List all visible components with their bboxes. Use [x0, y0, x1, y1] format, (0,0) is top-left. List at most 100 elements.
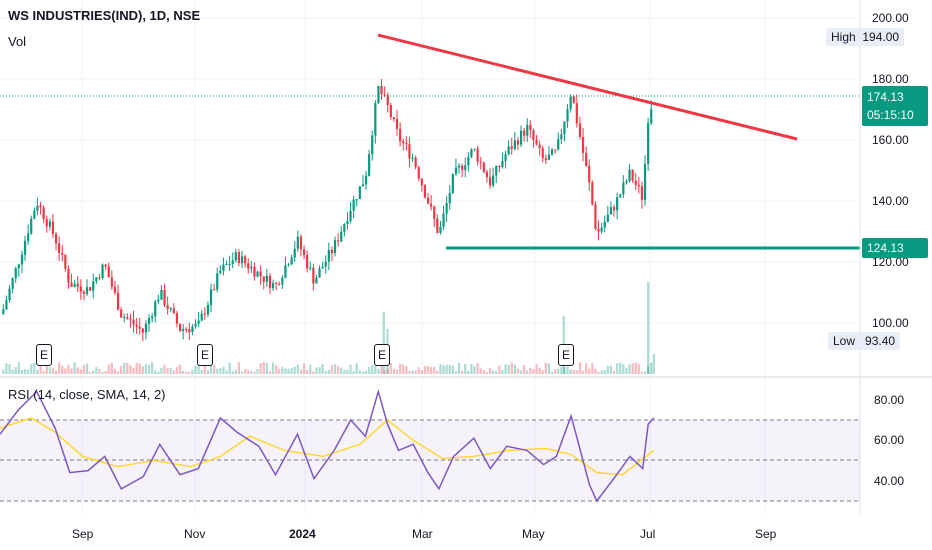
volume-bar [364, 370, 368, 374]
candle-body [144, 323, 148, 333]
candle-body [488, 177, 492, 186]
rsi-tick: 40.00 [874, 474, 904, 488]
candle-body [178, 323, 182, 332]
candle-body [340, 231, 343, 242]
candle-body [265, 275, 268, 282]
volume-bar [129, 365, 132, 374]
candle-body [523, 130, 526, 136]
volume-bar [315, 367, 318, 374]
volume-label[interactable]: Vol [8, 34, 27, 49]
earnings-marker[interactable]: E [374, 344, 390, 366]
earnings-marker[interactable]: E [197, 344, 213, 366]
candle-body [309, 267, 312, 269]
volume-bar [361, 371, 365, 374]
volume-bar [253, 371, 256, 374]
candle-body [45, 219, 48, 227]
rsi-line [0, 388, 655, 503]
volume-bar [619, 362, 622, 374]
candle-body [58, 243, 61, 253]
candle-body [585, 152, 588, 167]
candle-body [163, 289, 166, 306]
earnings-marker[interactable]: E [558, 344, 574, 366]
price-tick: 120.00 [872, 255, 909, 269]
candle-body [219, 270, 222, 274]
volume-bar [151, 362, 154, 374]
volume-bar [389, 362, 392, 374]
candle-body [368, 154, 371, 176]
volume-bar [423, 366, 427, 374]
volume-bar [337, 366, 340, 374]
candle-body [216, 273, 219, 290]
candle-body [330, 250, 334, 253]
candle-body [616, 197, 619, 211]
candle-body [547, 154, 551, 160]
candle-body [464, 165, 467, 170]
candle-body [64, 254, 67, 269]
volume-bar [58, 362, 61, 374]
volume-bar [89, 371, 92, 374]
volume-bar [420, 370, 423, 374]
volume-bar [48, 367, 51, 374]
candle-body [209, 289, 213, 305]
candle-body [315, 277, 318, 284]
price-tick: 140.00 [872, 194, 909, 208]
volume-bar [61, 365, 64, 374]
candle-body [48, 221, 51, 227]
earnings-marker[interactable]: E [36, 344, 52, 366]
candle-body [631, 169, 634, 181]
candle-body [95, 277, 98, 282]
candle-body [501, 161, 504, 168]
candle-body [30, 218, 33, 234]
rsi-indicator-label[interactable]: RSI (14, close, SMA, 14, 2) [8, 387, 166, 402]
candle-body [222, 264, 225, 271]
volume-bar [461, 370, 464, 374]
candle-body [206, 304, 210, 315]
candle-body [14, 268, 17, 279]
candle-body [51, 221, 55, 235]
time-label: May [522, 527, 545, 541]
candle-body [234, 252, 237, 261]
chart-title[interactable]: WS INDUSTRIES(IND), 1D, NSE [8, 8, 201, 23]
volume-bar [169, 367, 172, 374]
volume-bar [569, 369, 572, 374]
volume-bar [11, 369, 14, 374]
volume-bar [163, 364, 166, 374]
volume-bar [299, 369, 303, 374]
candle-body [250, 266, 253, 269]
candle-body [262, 276, 265, 282]
volume-bar [222, 366, 225, 374]
candle-body [98, 277, 101, 279]
support-price-tag: 124.13 [862, 238, 928, 258]
volume-bar [206, 370, 210, 374]
candle-body [23, 240, 27, 255]
volume-bar [8, 364, 11, 374]
volume-bar [39, 365, 42, 374]
candle-body [442, 213, 445, 227]
candle-body [482, 162, 485, 173]
candle-body [461, 165, 464, 170]
volume-bar [104, 370, 107, 374]
volume-bar [234, 369, 237, 374]
volume-bar [262, 362, 265, 374]
volume-bar [430, 366, 433, 374]
volume-bar [637, 364, 640, 374]
price-tick: 100.00 [872, 316, 909, 330]
candle-body [498, 165, 501, 168]
candle-body [126, 317, 129, 319]
candle-body [591, 182, 594, 205]
candle-body [228, 264, 231, 266]
candle-body [563, 121, 566, 135]
volume-bar [479, 368, 482, 374]
candle-body [302, 249, 306, 255]
volume-bar [185, 371, 188, 374]
volume-bar [647, 282, 650, 374]
candle-body [470, 149, 473, 157]
volume-bar [640, 371, 644, 374]
candle-body [532, 130, 535, 140]
volume-bar [54, 370, 58, 374]
volume-bar [395, 369, 399, 374]
volume-bar [225, 370, 228, 374]
price-tick: 160.00 [872, 133, 909, 147]
candle-body [467, 156, 470, 166]
